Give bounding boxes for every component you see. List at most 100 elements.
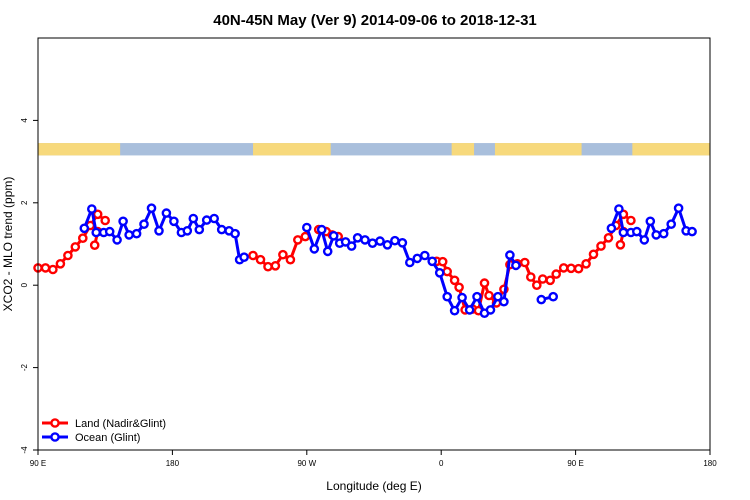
x-tick-label: 180 [703,459,717,468]
data-point [573,263,584,274]
data-point [437,256,448,267]
plot-frame [37,37,711,451]
data-point [78,233,88,243]
data-point [70,242,81,252]
data-point [285,254,296,265]
data-point [626,215,636,226]
x-axis: 90 E 180 90 W 0 90 E 180 [30,450,717,468]
data-point [112,235,122,245]
legend-item: Land (Nadir&Glint) [42,418,166,430]
data-point [632,226,642,237]
strip-land [632,143,710,156]
data-point [645,216,656,227]
data-point [454,282,464,293]
data-point [309,244,320,254]
data-point [551,269,562,279]
data-point [360,235,370,245]
data-point [472,291,482,302]
data-point [442,266,453,277]
x-tick-label: 180 [166,459,180,468]
data-point [154,225,164,236]
data-point [658,228,669,239]
data-point [581,258,591,269]
data-point [169,216,179,227]
data-point [270,260,281,271]
data-point [479,278,490,288]
data-point [263,261,273,272]
series-land [33,209,636,316]
data-point [639,235,650,245]
legend-item: Ocean (Glint) [42,432,140,444]
data-point [493,291,503,302]
data-point [188,213,199,224]
data-point [100,215,110,226]
series-ocean [79,203,697,319]
data-point [511,260,521,271]
data-point [382,239,393,250]
data-point [606,223,617,234]
data-point [209,213,219,224]
data-point [91,227,101,238]
data-point [596,241,606,251]
x-tick-label: 0 [439,459,444,468]
data-point [182,225,193,236]
data-point [588,249,599,260]
data-point [352,232,363,243]
data-point [146,203,157,213]
data-point [536,294,547,305]
data-point [566,263,576,274]
data-point [278,249,288,260]
data-point [292,235,303,245]
data-point [397,237,408,248]
data-point [367,238,378,248]
data-point [603,232,614,243]
y-tick-label: 0 [20,282,29,287]
data-point [194,224,205,235]
legend-swatch-marker [50,432,60,442]
strip-land [253,143,331,156]
legend: Land (Nadir&Glint) Ocean (Glint) [42,418,166,444]
data-point [457,292,467,303]
chart-title: 40N-45N May (Ver 9) 2014-09-06 to 2018-1… [213,12,537,29]
data-point [139,219,149,229]
strip-ocean [38,143,710,156]
legend-label: Ocean (Glint) [75,432,140,444]
data-point [558,263,569,273]
data-point [464,305,475,315]
data-point [328,230,339,241]
x-tick-label: 90 E [567,459,583,468]
strip-land [38,143,121,156]
data-point [239,252,249,263]
data-point [216,224,227,235]
data-point [124,230,134,240]
data-point [434,267,445,278]
data-point [230,228,240,239]
data-point [520,257,530,268]
data-point [484,290,494,301]
y-tick-label: -4 [20,446,29,454]
data-point [346,241,357,251]
land-sea-strip [38,143,710,156]
legend-swatch-marker [50,418,60,428]
data-point [390,235,400,246]
data-point [201,215,212,225]
data-point [449,275,460,286]
data-point [118,216,128,227]
x-tick-label: 90 E [30,459,46,468]
data-point [485,305,496,315]
data-point [532,280,542,291]
data-point [48,264,58,275]
data-point [615,239,626,250]
data-point [89,240,100,250]
data-point [499,296,509,307]
data-point [248,250,258,261]
data-point [442,291,453,302]
data-point [526,272,536,282]
y-axis-label: XCO2 - MLO trend (ppm) [1,177,15,312]
data-point [63,250,73,261]
data-point [548,291,559,302]
data-point [673,203,684,213]
data-point [322,246,333,257]
